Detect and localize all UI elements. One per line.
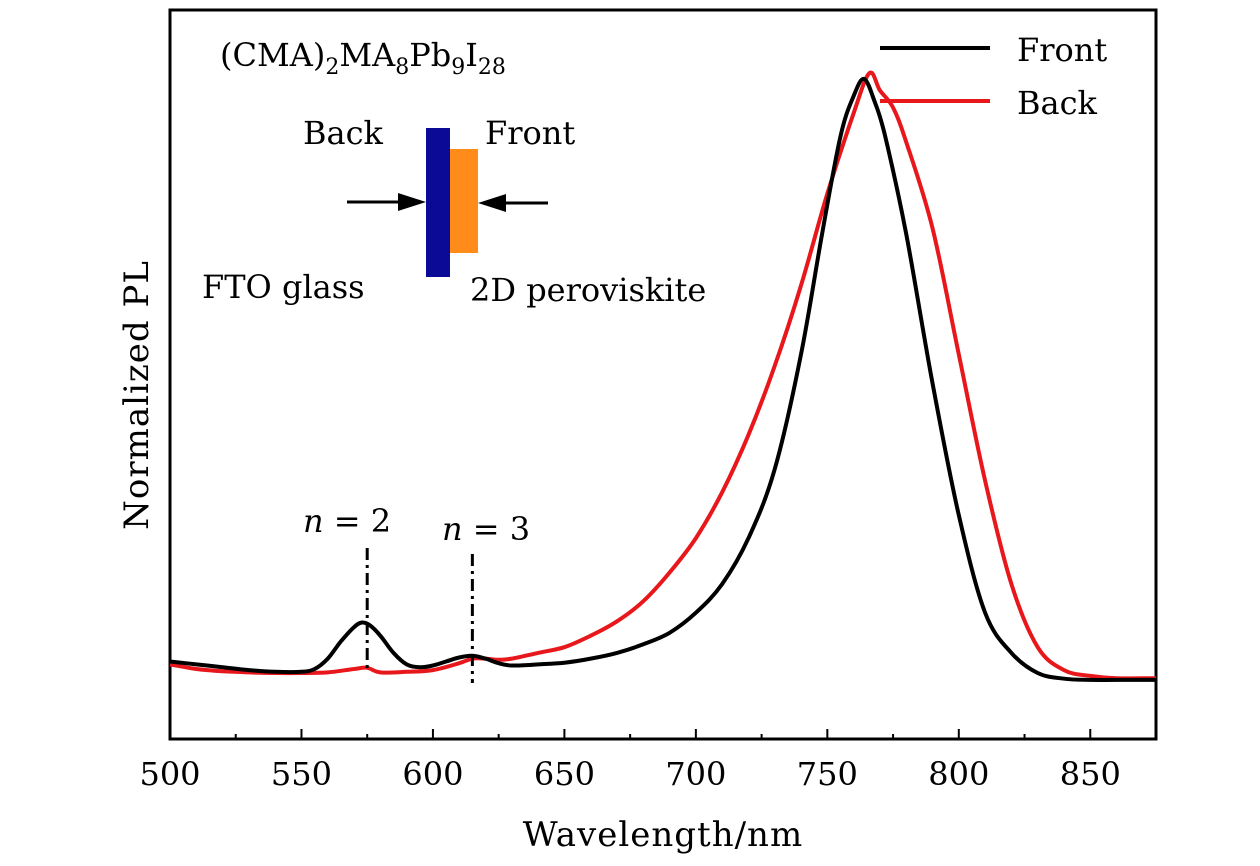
x-tick-label-600: 600 bbox=[402, 755, 463, 793]
series-layer bbox=[169, 70, 1157, 682]
x-axis-title: Wavelength/nm bbox=[523, 815, 803, 855]
formula-label: (CMA)2MA8Pb9I28 bbox=[220, 36, 506, 80]
fto-glass-layer bbox=[426, 128, 450, 277]
x-tick-label-650: 650 bbox=[534, 755, 595, 793]
formula-sub-2: 8 bbox=[395, 55, 409, 80]
legend: Front Back bbox=[880, 31, 1107, 122]
inset-back-label: Back bbox=[303, 114, 384, 152]
formula-prefix: (CMA) bbox=[220, 36, 325, 74]
inset-schematic: Back Front FTO glass 2D peroviskite bbox=[202, 114, 706, 309]
x-axis: 500 550 600 650 700 750 800 850 bbox=[139, 729, 1121, 793]
n3-label: n = 3 bbox=[442, 510, 530, 548]
n2-label: n = 2 bbox=[303, 502, 391, 540]
x-tick-label-800: 800 bbox=[928, 755, 989, 793]
inset-2d-label: 2D peroviskite bbox=[470, 271, 706, 309]
formula-mid-1: MA bbox=[339, 36, 396, 74]
inset-fto-label: FTO glass bbox=[202, 268, 365, 306]
x-tick-label-700: 700 bbox=[665, 755, 726, 793]
legend-label-front: Front bbox=[1017, 31, 1107, 69]
peak-markers bbox=[365, 548, 474, 683]
x-tick-label-750: 750 bbox=[797, 755, 858, 793]
legend-label-back: Back bbox=[1017, 84, 1098, 122]
formula-sub-1: 2 bbox=[325, 55, 339, 80]
perovskite-layer bbox=[450, 149, 478, 253]
x-tick-label-850: 850 bbox=[1060, 755, 1121, 793]
y-axis-title: Normalized PL bbox=[117, 260, 157, 530]
formula-sub-4: 28 bbox=[478, 55, 506, 80]
front-arrow-head-icon bbox=[478, 194, 506, 212]
formula-sub-3: 9 bbox=[451, 55, 465, 80]
inset-front-label: Front bbox=[485, 114, 575, 152]
formula-mid-3: I bbox=[465, 36, 478, 74]
x-tick-label-550: 550 bbox=[271, 755, 332, 793]
series-line-front bbox=[169, 76, 1156, 682]
formula-mid-2: Pb bbox=[409, 36, 451, 74]
back-arrow-head-icon bbox=[398, 193, 426, 211]
series-line-back bbox=[169, 70, 1157, 681]
plot-frame bbox=[168, 8, 1158, 741]
x-tick-label-500: 500 bbox=[139, 755, 200, 793]
